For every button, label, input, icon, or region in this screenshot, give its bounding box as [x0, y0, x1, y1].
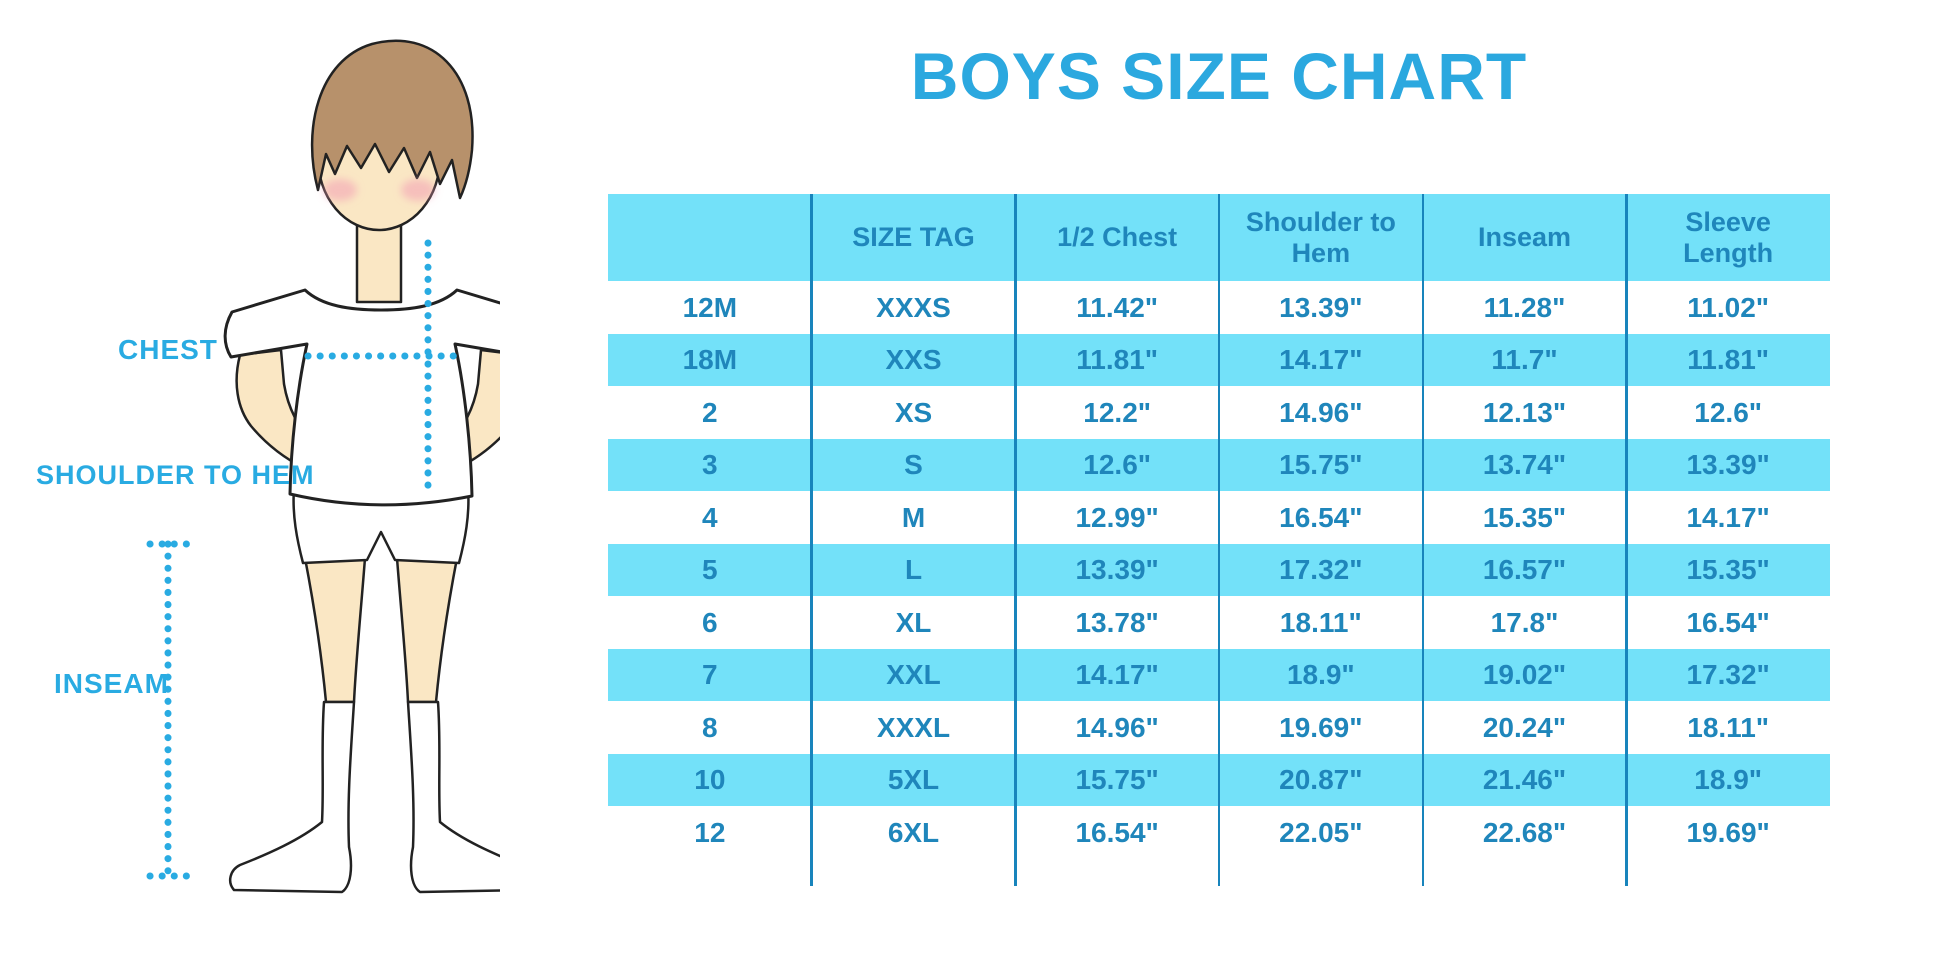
table-cell: 4: [702, 501, 718, 533]
table-cell: 11.7": [1491, 344, 1558, 376]
table-cell: 17.8": [1490, 606, 1559, 638]
boy-figure: [223, 39, 500, 894]
table-cell: 5XL: [887, 764, 940, 796]
table-row: 4 M 12.99" 16.54" 15.35" 14.17": [608, 491, 1830, 544]
table-cell: 14.96": [1075, 711, 1159, 743]
header-cell-sleeve-length: Sleeve Length: [1683, 207, 1774, 268]
table-cell: 20.24": [1482, 711, 1567, 743]
table-cell: XXXL: [876, 711, 951, 743]
table-cell: 6: [702, 606, 718, 638]
table-cell: 14.17": [1075, 659, 1159, 691]
table-cell: 18.9": [1286, 659, 1355, 691]
inseam-label: INSEAM: [54, 668, 169, 699]
table-cell: 10: [694, 764, 726, 796]
boy-right-sock: [406, 700, 500, 894]
table-cell: S: [904, 449, 923, 481]
table-cell: 18.11": [1279, 606, 1362, 638]
table-cell: 18.11": [1687, 711, 1770, 743]
table-cell: 16.57": [1482, 554, 1567, 586]
boy-hair: [310, 39, 474, 200]
table-row: 8 XXXL 14.96" 19.69" 20.24" 18.11": [608, 701, 1830, 754]
table-cell: 16.54": [1686, 606, 1770, 638]
table-cell: 14.17": [1279, 344, 1363, 376]
table-cell: 11.81": [1687, 344, 1770, 376]
column-divider: [810, 194, 813, 886]
table-cell: 11.28": [1483, 291, 1566, 323]
table-cell: 11.42": [1076, 291, 1159, 323]
table-row: 12 6XL 16.54" 22.05" 22.68" 19.69": [608, 806, 1830, 859]
table-cell: 12: [694, 816, 726, 848]
table-cell: 22.05": [1279, 816, 1363, 848]
header-cell-size-tag: SIZE TAG: [852, 222, 975, 253]
table-cell: 22.68": [1482, 816, 1567, 848]
table-cell: 19.69": [1686, 816, 1770, 848]
table-cell: 11.81": [1076, 344, 1159, 376]
table-cell: 3: [702, 449, 718, 481]
column-divider: [1421, 194, 1424, 886]
table-row: 6 XL 13.78" 18.11" 17.8" 16.54": [608, 596, 1830, 649]
table-cell: 15.35": [1686, 554, 1770, 586]
table-cell: 19.02": [1482, 659, 1567, 691]
table-cell: 16.54": [1075, 816, 1159, 848]
column-divider: [1217, 194, 1221, 886]
table-cell: XL: [895, 606, 932, 638]
table-cell: XS: [894, 396, 933, 428]
table-cell: 5: [702, 554, 718, 586]
table-cell: 2: [702, 396, 718, 428]
table-cell: 7: [702, 659, 718, 691]
table-cell: 12.2": [1083, 396, 1152, 428]
table-cell: 12.99": [1075, 501, 1159, 533]
table-cell: 14.96": [1279, 396, 1363, 428]
table-cell: 15.75": [1075, 764, 1159, 796]
shoulder-to-hem-label: SHOULDER TO HEM: [36, 460, 315, 490]
table-cell: XXL: [886, 659, 941, 691]
column-divider: [1625, 194, 1628, 886]
table-cell: 17.32": [1686, 659, 1770, 691]
header-cell-half-chest: 1/2 Chest: [1057, 222, 1178, 253]
boy-tshirt: [223, 288, 500, 507]
table-cell: 14.17": [1686, 501, 1770, 533]
table-cell: 13.74": [1482, 449, 1567, 481]
measurement-lines: [146, 239, 464, 880]
boy-left-leg: [303, 556, 367, 704]
table-cell: XXS: [885, 344, 942, 376]
table-cell: 16.54": [1279, 501, 1363, 533]
table-cell: 21.46": [1482, 764, 1567, 796]
chest-label: CHEST: [118, 334, 218, 365]
table-cell: 17.32": [1279, 554, 1363, 586]
table-cell: 15.75": [1279, 449, 1363, 481]
boy-left-sock: [228, 700, 356, 894]
table-cell: 12.13": [1482, 396, 1567, 428]
table-cell: 18.9": [1694, 764, 1763, 796]
table-cell: 12.6": [1694, 396, 1763, 428]
table-cell: 11.02": [1687, 291, 1770, 323]
table-cell: 13.39": [1279, 291, 1363, 323]
table-cell: 13.39": [1075, 554, 1159, 586]
table-row: 2 XS 12.2" 14.96" 12.13" 12.6": [608, 386, 1830, 439]
boy-right-leg: [395, 556, 459, 704]
table-cell: M: [901, 501, 926, 533]
column-divider: [1014, 194, 1017, 886]
table-cell: 6XL: [887, 816, 940, 848]
table-cell: 20.87": [1279, 764, 1363, 796]
header-cell-shoulder-to-hem: Shoulder to Hem: [1245, 207, 1396, 268]
table-cell: 12M: [682, 291, 738, 323]
table-cell: 13.39": [1686, 449, 1770, 481]
table-cell: 18M: [682, 344, 738, 376]
table-cell: 19.69": [1279, 711, 1363, 743]
table-row: 12M XXXS 11.42" 13.39" 11.28" 11.02": [608, 281, 1830, 334]
table-cell: 15.35": [1482, 501, 1567, 533]
boy-blush: [323, 179, 435, 201]
table-cell: 13.78": [1075, 606, 1159, 638]
header-cell-inseam: Inseam: [1477, 222, 1572, 253]
table-cell: L: [904, 554, 923, 586]
boy-measurement-diagram: [146, 39, 500, 894]
table-cell: XXXS: [876, 291, 951, 323]
table-cell: 8: [702, 711, 718, 743]
page-title: BOYS SIZE CHART: [910, 39, 1528, 113]
table-cell: 12.6": [1083, 449, 1152, 481]
